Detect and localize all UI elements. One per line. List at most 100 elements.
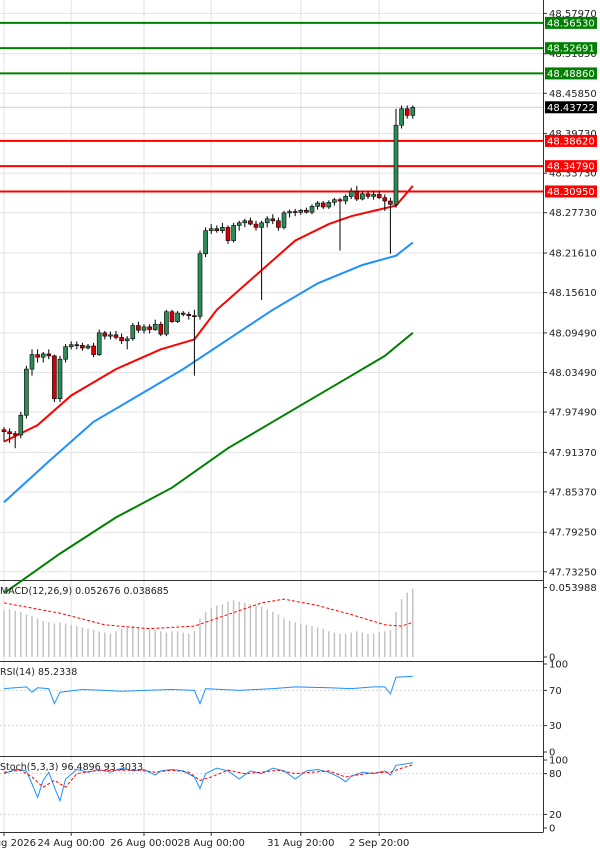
candle [399, 105, 404, 129]
candle-body-down [376, 194, 382, 199]
macd-tick-label: 0.053988 [549, 583, 597, 594]
candle-body-up [57, 358, 63, 400]
support-level-label: 48.34790 [547, 162, 595, 173]
candle [1, 427, 7, 442]
price-tick-label: 48.33730 [549, 169, 597, 180]
candle-body-up [85, 345, 91, 349]
stoch-tick-label: 100 [549, 756, 568, 767]
candle [124, 336, 130, 350]
candle-body-up [108, 334, 113, 337]
candle-body-up [18, 414, 24, 436]
support-level-label: 48.38620 [547, 136, 595, 147]
resistance-level-label: 48.56530 [547, 18, 595, 29]
candle [46, 349, 52, 360]
candle [164, 309, 169, 337]
candle [57, 355, 63, 403]
candle-body-down [80, 345, 85, 349]
candle [68, 341, 74, 350]
level-labels: 48.56530 48.52691 48.48860 48.38620 48.34790… [545, 16, 597, 198]
price-tick-label: 48.45850 [549, 89, 597, 100]
candle-body-down [7, 431, 12, 434]
stoch-d-line [3, 764, 413, 788]
ma-mid-line [3, 241, 414, 503]
candle [7, 428, 12, 443]
candle-body-down [248, 220, 253, 225]
time-tick-label: 28 Aug 00:00 [177, 838, 244, 849]
candle [175, 311, 180, 323]
resistance-level-tag [545, 67, 597, 80]
candle [231, 222, 236, 243]
price-tick-label: 48.21610 [549, 249, 597, 260]
candle [130, 322, 136, 341]
resistance-level-label: 48.48860 [547, 69, 595, 80]
candle [186, 311, 192, 320]
candle-body-up [326, 202, 332, 208]
rsi-tick-label: 30 [549, 721, 562, 732]
moving-averages [3, 185, 414, 595]
candle-body-up [332, 199, 337, 203]
candle [292, 208, 298, 217]
time-tick-label: 31 Aug 20:00 [267, 838, 334, 849]
candle [63, 344, 68, 363]
candle-body-up [124, 338, 130, 342]
candle-body-down [320, 202, 326, 208]
candle-body-down [276, 220, 281, 228]
candle-body-up [236, 222, 242, 226]
candle-body-down [292, 211, 298, 213]
candle [382, 194, 388, 211]
candle [276, 217, 281, 231]
candle-body-up [309, 205, 315, 213]
candle [376, 191, 382, 200]
grid-lines [0, 0, 543, 832]
candle-body-down [192, 315, 197, 318]
stoch-tick-label: 20 [549, 810, 562, 821]
candle [24, 365, 29, 419]
candle [180, 311, 186, 317]
candle-body-down [180, 312, 186, 315]
candle [40, 351, 46, 363]
stoch-tick-label: 80 [549, 769, 562, 780]
candle [404, 105, 410, 119]
candle-body-up [371, 194, 376, 197]
candle [236, 220, 242, 231]
rsi-tick-label: 70 [549, 686, 562, 697]
candle-body-down [388, 200, 393, 205]
candle-body-up [315, 202, 320, 207]
pane-frames [0, 0, 544, 833]
candle-body-up [68, 344, 74, 347]
ma-slow-line [3, 332, 414, 595]
candle [152, 319, 158, 331]
candle [102, 330, 108, 340]
price-tick-label: 48.09490 [549, 328, 597, 339]
candle [248, 217, 253, 226]
candle-body-up [231, 225, 236, 241]
macd-label: MACD(12,26,9) 0.052676 0.038685 [0, 586, 169, 597]
candle-body-down [119, 337, 124, 342]
candle [136, 321, 141, 333]
candle [410, 105, 416, 119]
candle [320, 201, 326, 209]
candle [343, 194, 348, 205]
rsi-pane: RSI(14) 85.2338 100 70 30 0 [0, 660, 568, 759]
candle-body-down [147, 326, 152, 330]
candle [85, 344, 91, 350]
candle-body-down [46, 353, 52, 357]
candle [158, 321, 164, 337]
macd-signal-line [3, 598, 413, 630]
stoch-tick-label: 0 [549, 824, 555, 835]
candle-body-up [164, 311, 169, 335]
price-tick-label: 48.03490 [549, 368, 597, 379]
price-axis: 48.57970 48.51850 48.45850 48.39730 48.33730… [543, 9, 597, 578]
candle [287, 209, 292, 218]
candle-body-up [298, 209, 304, 213]
candle-body-up [348, 190, 354, 197]
candle-body-up [152, 323, 158, 330]
candle [108, 331, 113, 340]
stoch-k-line [3, 762, 413, 803]
candle [141, 324, 147, 334]
candle [354, 185, 360, 202]
macd-tick-label: 0 [549, 653, 555, 664]
candle-body-up [410, 107, 416, 116]
candle-body-down [91, 345, 96, 355]
